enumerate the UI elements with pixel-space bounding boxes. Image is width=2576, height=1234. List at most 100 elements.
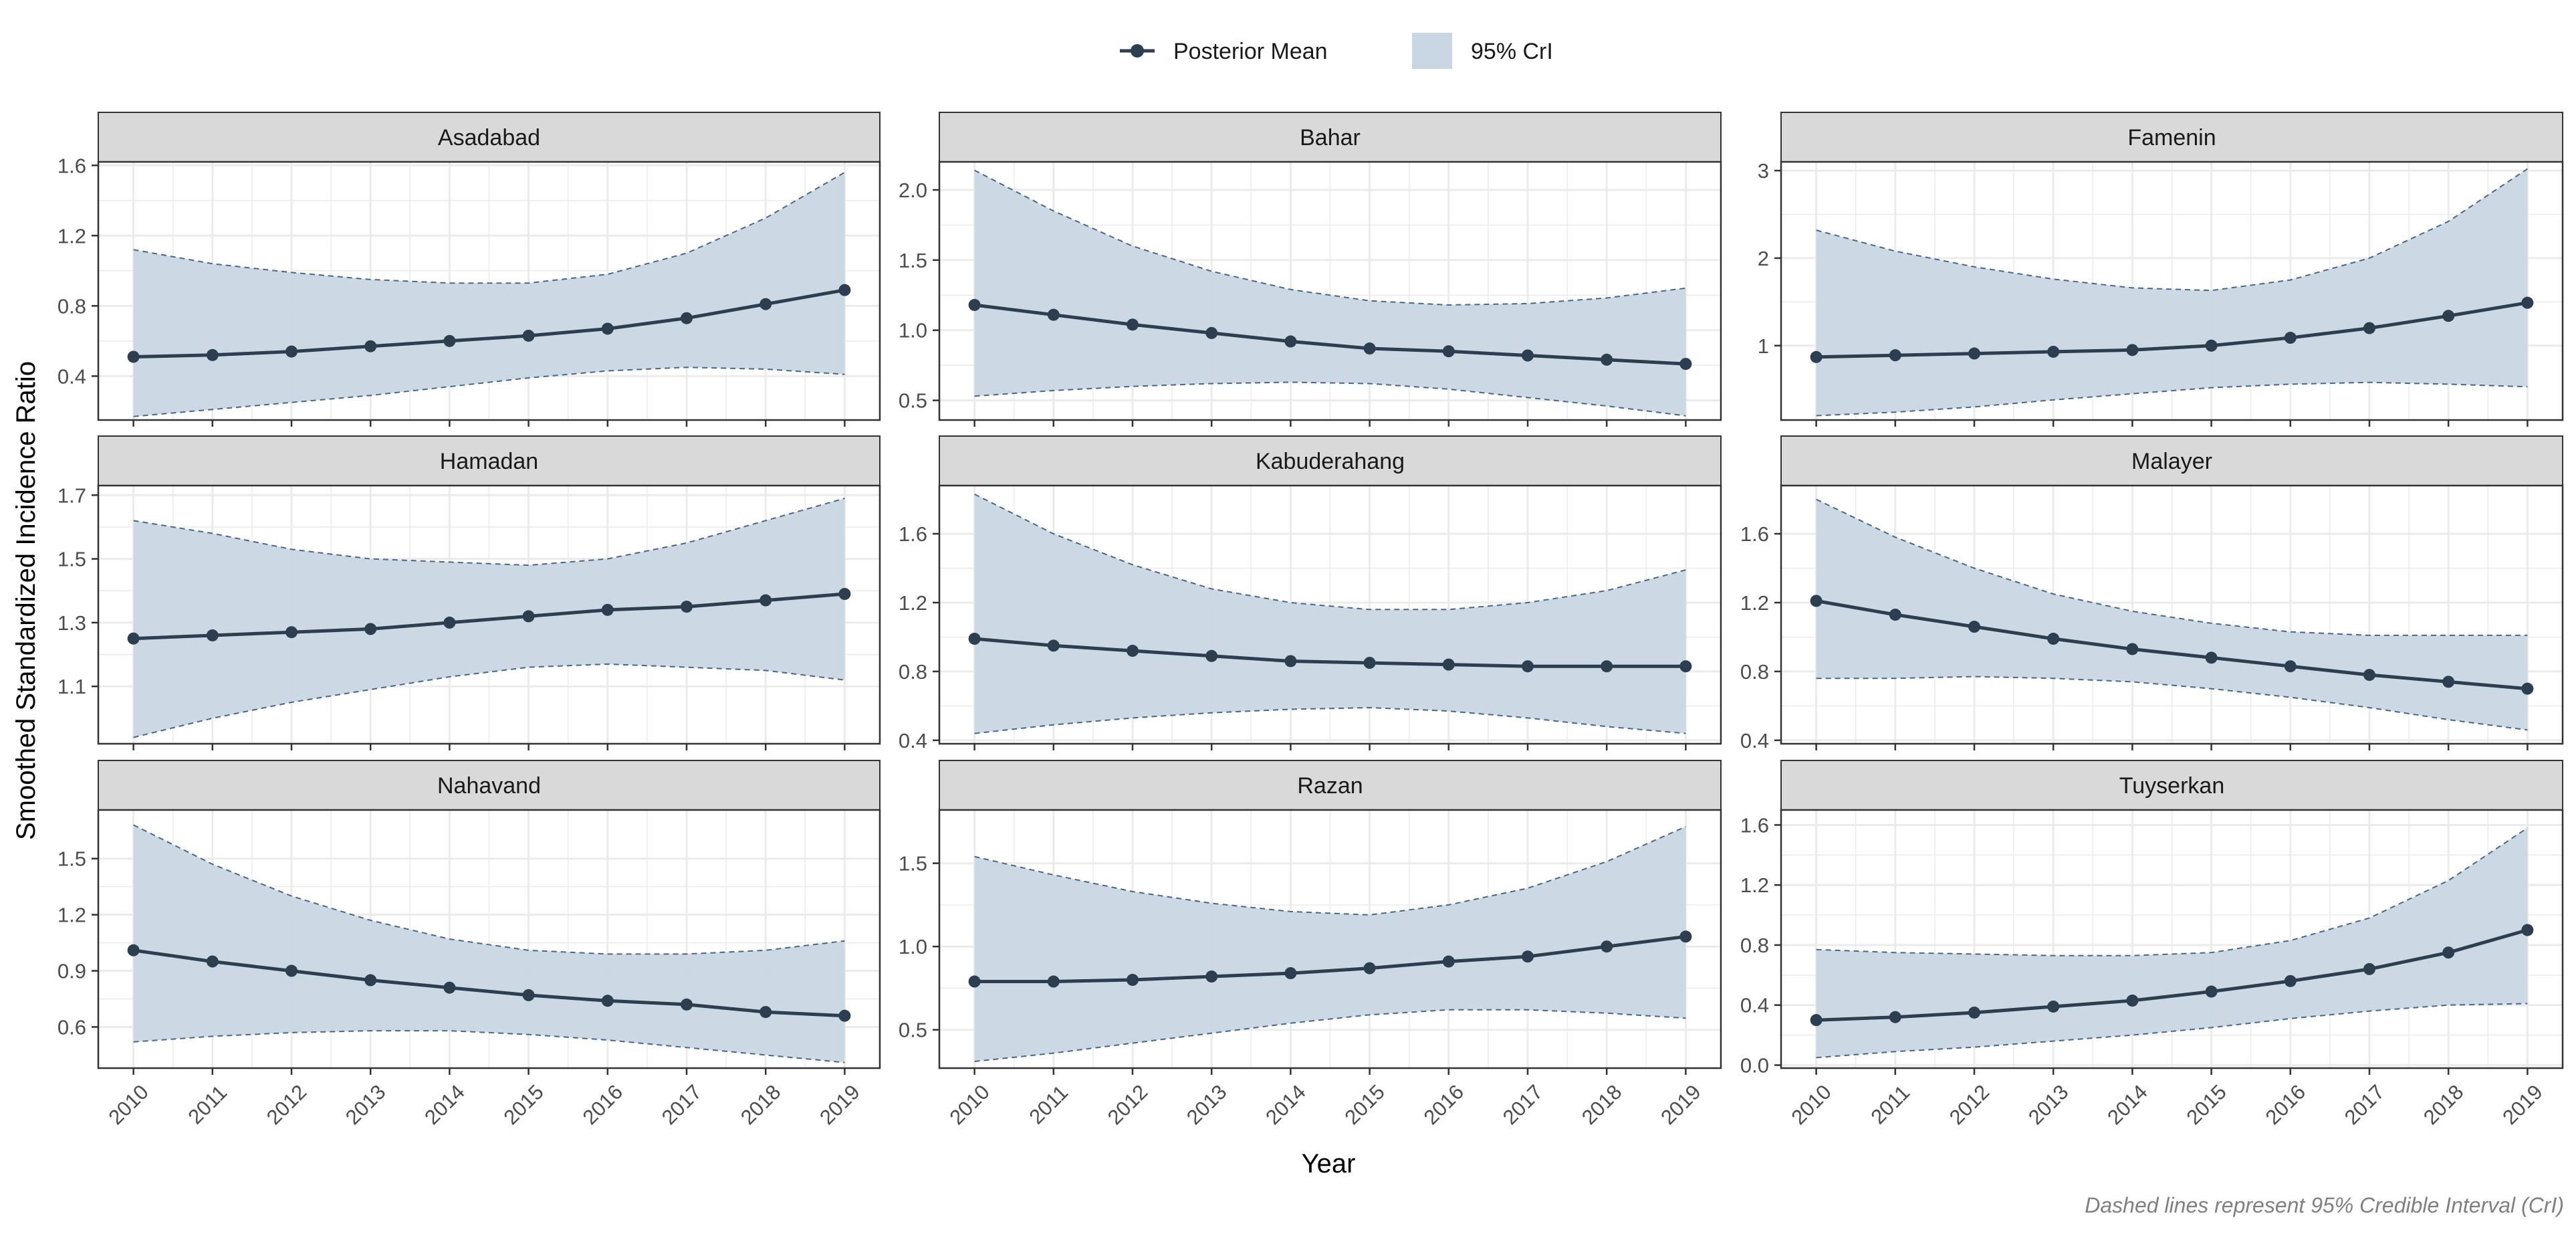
posterior-mean-line [133,948,845,1018]
credible-band [133,172,845,417]
y-tick-label: 1.0 [899,319,927,342]
posterior-mean-line [1816,928,2529,1022]
posterior-mean-point [759,298,772,310]
posterior-mean-point [1442,658,1455,671]
lower-bound-dashed-line [1816,381,2528,417]
posterior-mean-point [1810,350,1823,363]
panel-famenin: Famenin 1 2 3 [1758,112,2564,427]
y-tick-label: 0.4 [1740,729,1769,752]
y-tick-label: 1.2 [1740,873,1769,897]
panel-title: Malayer [2131,449,2212,474]
y-tick-label: 1.5 [899,852,927,876]
posterior-mean-point [2047,633,2060,645]
y-tick-label: 1.2 [57,224,86,247]
posterior-mean-point [1127,974,1139,987]
posterior-mean-point [1442,955,1455,968]
panel-strip [98,760,881,811]
y-tick-label: 0.4 [1740,994,1769,1017]
posterior-mean-point [759,594,772,607]
y-tick-label: 0.5 [899,389,927,413]
y-tick-label: 1.5 [899,249,927,272]
panel-strip [939,435,1722,486]
posterior-mean-point [2363,669,2375,682]
panel-bahar: Bahar 0.5 1.0 1.5 2.0 [899,112,1722,427]
panel-strip [1780,760,2563,811]
posterior-mean-point [1679,930,1692,943]
posterior-mean-point [838,588,851,601]
y-tick-label: 1.6 [1740,813,1769,837]
y-tick-label: 1.6 [899,522,927,546]
caption: Dashed lines represent 95% Credible Inte… [2085,1193,2564,1217]
posterior-mean-point [443,981,456,994]
posterior-mean-point [1968,621,1981,633]
posterior-mean-point [443,334,456,347]
posterior-mean-line [133,288,845,358]
posterior-mean-point [1889,349,1901,362]
posterior-mean-point [838,1009,851,1022]
posterior-mean-point [1284,655,1297,667]
legend-band-label: 95% CrI [1471,39,1553,64]
upper-bound-dashed-line [1816,498,2528,636]
upper-bound-dashed-line [133,498,845,567]
lower-bound-dashed-line [974,706,1686,734]
posterior-mean-point [1363,342,1376,355]
posterior-mean-point [2126,643,2139,655]
posterior-mean-point [759,1006,772,1019]
lower-bound-dashed-line [1816,1003,2528,1059]
posterior-mean-point [1284,967,1297,980]
panel-hamadan: Hamadan 1.1 1.3 1.5 1.7 [57,435,881,750]
posterior-mean-point [285,626,298,639]
panel-title: Tuyserkan [2119,773,2224,799]
y-tick-label: 1.3 [57,611,86,635]
panel-border [1780,809,2564,1069]
posterior-mean-point [601,322,614,335]
posterior-mean-line [974,637,1686,668]
posterior-mean-point [206,955,219,968]
panel-title: Asadabad [438,125,540,150]
y-tick-label: 1.5 [57,548,86,571]
legend-mean-label: Posterior Mean [1173,39,1328,64]
posterior-mean-point [1205,649,1218,662]
upper-bound-dashed-line [1816,827,2528,956]
y-tick-label: 0.8 [1740,660,1769,684]
credible-band [1816,827,2528,1058]
y-tick-label: 2.0 [899,179,927,202]
credible-band [974,826,1686,1061]
y-tick-label: 1.2 [1740,591,1769,615]
posterior-mean-point [1679,660,1692,673]
panel-border [97,809,881,1069]
y-tick-label: 1.6 [1740,522,1769,546]
posterior-mean-point [2047,345,2060,358]
legend: Posterior Mean 95% CrI [1120,33,1553,69]
panel-title: Bahar [1300,125,1361,150]
posterior-mean-point [364,340,377,352]
posterior-mean-point [1047,639,1060,652]
posterior-mean-point [2284,660,2297,673]
facet-panels: Asadabad 0.4 0.8 1.2 1.6 Bahar 0.5 1.0 1.5 2.0 Fam… [57,112,2564,1129]
posterior-mean-point [838,284,851,296]
posterior-mean-point [2205,651,2218,664]
posterior-mean-point [522,610,535,623]
posterior-mean-point [601,995,614,1007]
panel-border [938,809,1722,1069]
legend-mean-point [1131,44,1144,58]
lower-bound-dashed-line [133,367,845,417]
posterior-mean-point [680,312,693,324]
posterior-mean-point [1521,660,1534,673]
panel-strip [939,760,1722,811]
posterior-mean-line [133,592,845,641]
posterior-mean-point [1968,1006,1981,1019]
y-tick-label: 0.0 [1740,1054,1769,1077]
y-tick-label: 0.4 [57,365,86,388]
y-tick-label: 2 [1758,247,1769,270]
posterior-mean-line [974,303,1686,366]
panel-title: Famenin [2127,125,2216,150]
posterior-mean-point [127,944,140,956]
posterior-mean-point [1127,645,1139,657]
panel-border [97,161,881,421]
panel-malayer: Malayer 0.4 0.8 1.2 1.6 [1740,435,2564,752]
posterior-mean-point [1047,975,1060,988]
